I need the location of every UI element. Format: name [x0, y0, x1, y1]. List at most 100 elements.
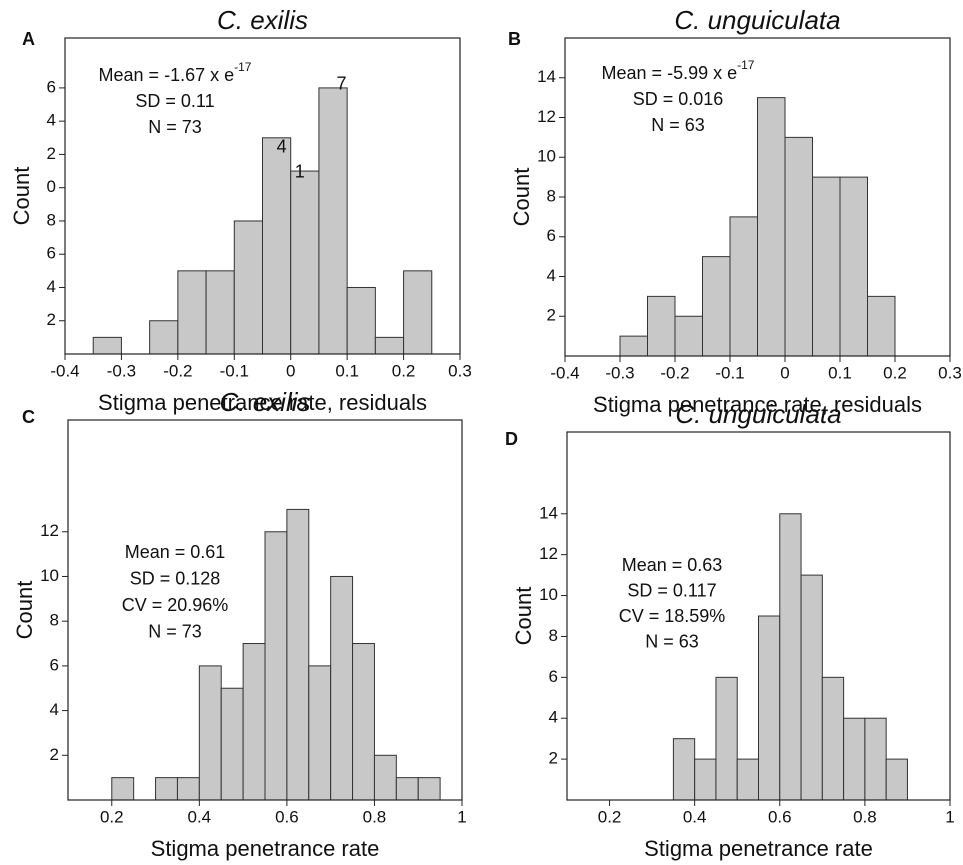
y-tick-label: 8 [549, 626, 558, 645]
y-tick-label: 4 [547, 266, 556, 285]
bar [736, 758, 760, 801]
bar [674, 315, 703, 357]
bar [417, 777, 441, 801]
bar [647, 295, 676, 357]
bar [242, 643, 266, 801]
bar [758, 615, 781, 801]
y-tick-label: 12 [539, 544, 558, 563]
stat-text: SD = 0.11 [135, 91, 214, 111]
stat-text: N = 73 [148, 117, 202, 137]
bar [330, 575, 354, 801]
y-tick-label: 6 [47, 77, 56, 96]
bar [702, 256, 731, 357]
chart-title: C. exilis [217, 5, 308, 35]
stat-line: Mean = 0.63 [622, 555, 723, 575]
y-axis-label: Count [9, 167, 34, 226]
x-tick-label: -0.4 [550, 363, 579, 382]
stat-text: SD = 0.128 [130, 568, 221, 588]
bar [403, 270, 433, 355]
y-axis-label: Count [511, 587, 536, 646]
y-tick-label: 12 [537, 107, 556, 126]
x-tick-label: 0 [286, 361, 295, 380]
bar [672, 738, 696, 801]
y-axis-label: Count [509, 168, 534, 227]
bar [290, 170, 320, 355]
x-tick-label: -0.1 [715, 363, 744, 382]
stat-text: Mean = -5.99 x e [602, 63, 738, 83]
bar [308, 665, 332, 801]
x-tick-label: 0 [780, 363, 789, 382]
panel-letter: B [508, 29, 521, 49]
stat-text: CV = 18.59% [619, 606, 726, 626]
bar [177, 270, 207, 355]
stat-text: SD = 0.117 [627, 580, 716, 600]
x-tick-label: 0.2 [883, 363, 907, 382]
y-tick-label: 4 [47, 277, 56, 296]
x-tick-label: 0.4 [188, 807, 212, 826]
stat-superscript: -17 [737, 58, 755, 72]
stat-text: N = 63 [645, 631, 699, 651]
plot-frame [67, 419, 463, 801]
bar [729, 216, 758, 357]
x-tick-label: 0.3 [938, 363, 962, 382]
plot-frame [566, 431, 951, 801]
x-tick-label: 0.1 [335, 361, 359, 380]
stat-line: N = 73 [148, 117, 202, 137]
y-tick-label: 10 [539, 585, 558, 604]
bar [779, 513, 802, 801]
y-tick-label: 8 [50, 611, 59, 630]
plot-frame [64, 37, 461, 355]
stat-superscript: -17 [234, 60, 252, 74]
annotation: 7 [336, 73, 346, 93]
bar [262, 137, 292, 355]
stat-line: N = 63 [651, 115, 705, 135]
y-tick-label: 4 [47, 111, 56, 130]
y-tick-label: 6 [547, 226, 556, 245]
bar [839, 176, 868, 357]
y-tick-label: 0 [47, 177, 56, 196]
bar [176, 777, 200, 801]
y-tick-label: 2 [47, 144, 56, 163]
x-tick-label: 0.4 [683, 807, 707, 826]
x-tick-label: 1 [457, 807, 466, 826]
panel-letter: D [505, 429, 518, 449]
chart-title: C. exilis [219, 387, 310, 417]
x-tick-label: -0.2 [660, 363, 689, 382]
y-tick-label: 4 [549, 708, 558, 727]
stat-text: Mean = -1.67 x e [99, 65, 235, 85]
x-tick-label: 0.3 [448, 361, 472, 380]
y-tick-label: 12 [40, 521, 59, 540]
bar [233, 220, 264, 355]
bar [149, 320, 179, 355]
stat-line: SD = 0.016 [633, 89, 724, 109]
x-tick-label: 0.2 [100, 807, 124, 826]
x-tick-label: 0.8 [363, 807, 387, 826]
y-tick-label: 2 [47, 310, 56, 329]
y-tick-label: 4 [50, 700, 59, 719]
y-tick-label: 2 [50, 745, 59, 764]
x-tick-label: 0.2 [598, 807, 622, 826]
bar [352, 643, 375, 801]
y-axis-label: Count [12, 581, 37, 640]
bar [715, 676, 738, 801]
x-tick-label: -0.4 [50, 361, 79, 380]
bar [800, 574, 823, 801]
x-tick-label: -0.2 [163, 361, 192, 380]
annotation: 4 [277, 137, 287, 157]
y-tick-label: 6 [549, 667, 558, 686]
bar [867, 295, 896, 357]
x-tick-label: 1 [945, 807, 954, 826]
bar [864, 717, 887, 801]
x-tick-label: -0.1 [220, 361, 249, 380]
bar [821, 676, 845, 801]
bar [374, 336, 405, 355]
stat-line: CV = 18.59% [619, 606, 726, 626]
bar [205, 270, 235, 355]
y-tick-label: 10 [40, 566, 59, 585]
stat-line: SD = 0.117 [627, 580, 716, 600]
x-tick-label: 0.1 [828, 363, 852, 382]
x-tick-label: 0.2 [392, 361, 416, 380]
stat-line: SD = 0.128 [130, 568, 221, 588]
stat-text: Mean = 0.61 [125, 542, 226, 562]
